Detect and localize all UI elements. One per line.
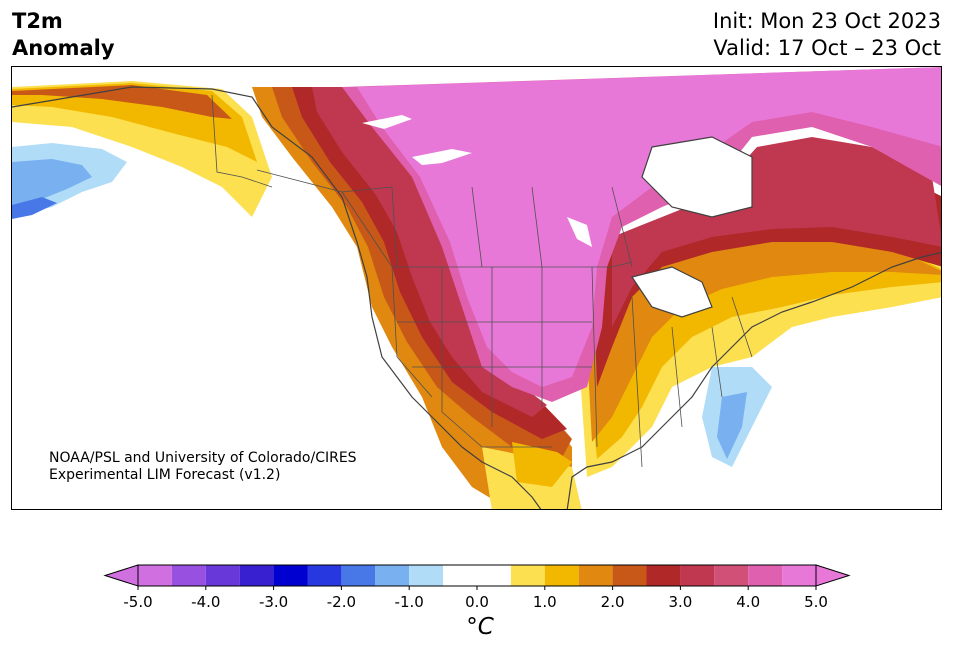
colorbar-tick-label: 0.0: [465, 593, 489, 611]
colorbar-bin: [205, 565, 240, 586]
great-slave-lake: [412, 149, 472, 165]
map-canvas: [12, 67, 941, 509]
colorbar-tick-label: 4.0: [736, 593, 760, 611]
title-line-1: T2m: [12, 9, 63, 33]
forecast-dates: Init: Mon 23 Oct 2023 Valid: 17 Oct – 23…: [713, 8, 941, 62]
colorbar-bin: [714, 565, 749, 586]
colorbar-tick-label: -5.0: [123, 593, 152, 611]
colorbar-tick-label: 1.0: [533, 593, 557, 611]
colorbar-bin: [138, 565, 172, 586]
colorbar-over-extension: [815, 564, 851, 587]
colorbar-bin: [409, 565, 444, 586]
hudson-bay: [642, 137, 752, 217]
colorbar-tick-label: -2.0: [327, 593, 356, 611]
credit-line-1: NOAA/PSL and University of Colorado/CIRE…: [49, 450, 357, 466]
colorbar-bin: [171, 565, 206, 586]
colorbar-bin: [341, 565, 376, 586]
great-lakes: [632, 267, 712, 317]
credit-text: NOAA/PSL and University of Colorado/CIRE…: [49, 450, 357, 484]
colorbar-bin: [510, 565, 545, 586]
map-title: T2m Anomaly: [12, 8, 115, 62]
coastlines: [12, 86, 941, 509]
colorbar-bin: [239, 565, 274, 586]
borders: [211, 94, 753, 468]
colorbar-tick-label: 5.0: [804, 593, 828, 611]
anomaly-map: [11, 66, 942, 510]
colorbar-bin: [612, 565, 647, 586]
colorbar-tick-label: -3.0: [259, 593, 288, 611]
colorbar-bin: [443, 565, 511, 586]
colorbar-bin: [782, 565, 816, 586]
colorbar-bin: [578, 565, 613, 586]
colorbar-tick-label: -1.0: [395, 593, 424, 611]
init-date: Init: Mon 23 Oct 2023: [712, 9, 941, 33]
colorbar-bin: [273, 565, 308, 586]
colorbar-tick-label: 3.0: [668, 593, 692, 611]
colorbar-unit: °C: [466, 614, 494, 640]
colorbar-bin: [646, 565, 681, 586]
colorbar-bin: [375, 565, 410, 586]
credit-line-2: Experimental LIM Forecast (v1.2): [49, 467, 281, 483]
title-line-2: Anomaly: [12, 36, 115, 60]
colorbar-bin: [307, 565, 342, 586]
colorbar-bin: [544, 565, 579, 586]
colorbar-under-extension: [103, 564, 139, 587]
valid-range: Valid: 17 Oct – 23 Oct: [713, 36, 941, 60]
colorbar-tick-label: 2.0: [601, 593, 625, 611]
colorbar-bin: [748, 565, 783, 586]
colorbar-bin: [680, 565, 715, 586]
colorbar-tick-label: -4.0: [191, 593, 220, 611]
